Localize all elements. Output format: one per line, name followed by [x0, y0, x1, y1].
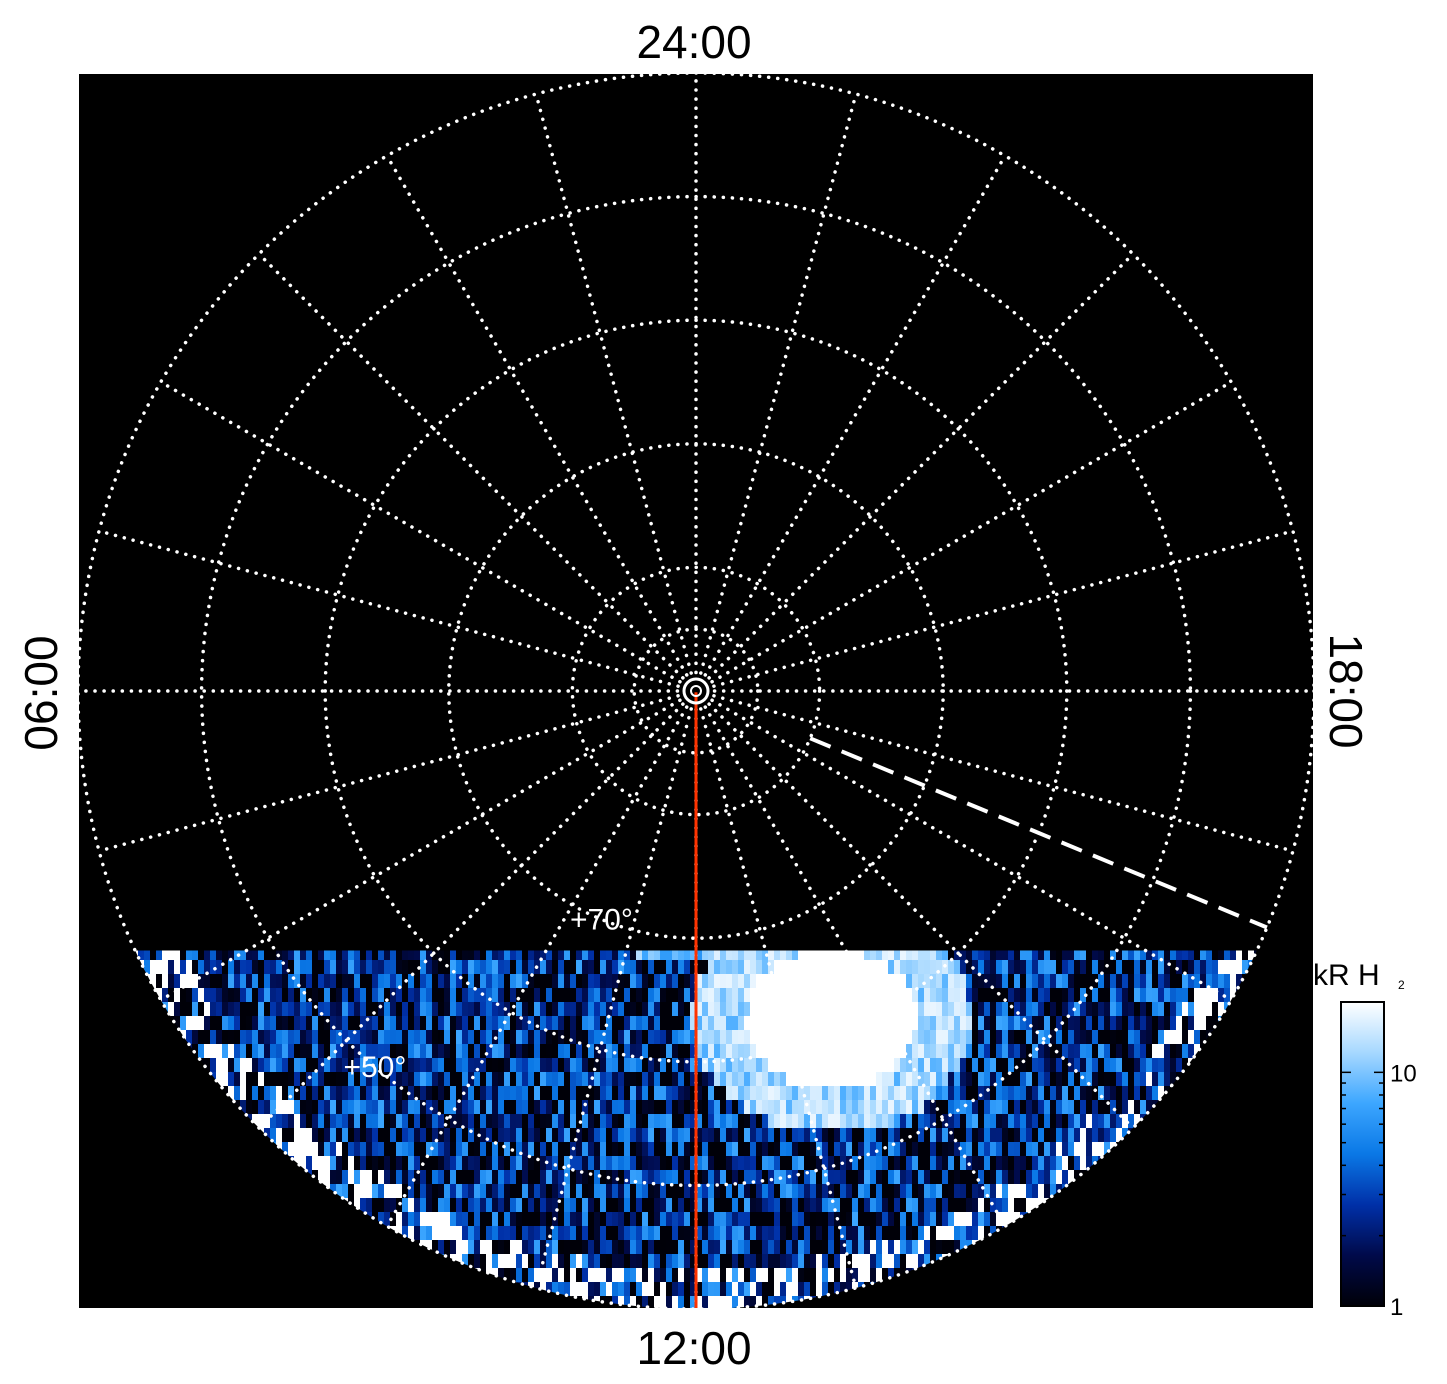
meridian-line	[385, 705, 689, 1228]
colorbar-tick-label-10: 10	[1390, 1060, 1417, 1087]
meridian-line	[707, 702, 1135, 1130]
meridian-line	[710, 698, 1233, 1002]
colorbar-title: kR H	[1313, 959, 1380, 992]
colorbar-gradient	[1340, 1001, 1385, 1307]
meridian-line	[534, 707, 693, 1290]
meridian-line	[257, 702, 685, 1130]
meridian-line	[257, 252, 685, 680]
meridian-line	[703, 705, 1007, 1228]
meridian-line	[159, 698, 682, 1002]
meridian-line	[703, 154, 1007, 677]
latitude-circle	[199, 194, 1193, 1188]
lat-lon-grid	[79, 74, 1313, 1308]
colorbar-tick-label-1: 1	[1390, 1294, 1403, 1321]
pole-marker	[682, 677, 710, 705]
local-time-label-top: 24:00	[636, 16, 751, 68]
latitude-label-70: +70°	[570, 903, 633, 936]
local-time-label-right: 18:00	[1320, 633, 1372, 748]
meridian-line	[710, 380, 1233, 684]
meridian-line	[97, 694, 680, 853]
latitude-label-50: +50°	[343, 1051, 406, 1084]
colorbar-title-subscript: 2	[1398, 978, 1405, 992]
meridian-line	[699, 707, 858, 1290]
local-time-label-left: 06:00	[15, 635, 67, 750]
meridian-line	[712, 694, 1295, 853]
colorbar: kR H 2 1 10	[1313, 959, 1417, 1321]
meridian-line	[534, 92, 693, 675]
meridian-line	[712, 529, 1295, 688]
local-time-label-bottom: 12:00	[636, 1322, 751, 1374]
meridian-line	[707, 252, 1135, 680]
meridian-line	[385, 154, 689, 677]
meridian-line	[159, 380, 682, 684]
latitude-circle	[570, 565, 822, 817]
meridian-line	[699, 92, 858, 675]
dashed-meridian-marker	[809, 736, 1268, 930]
meridian-line	[97, 529, 680, 688]
latitude-circle	[632, 627, 760, 755]
